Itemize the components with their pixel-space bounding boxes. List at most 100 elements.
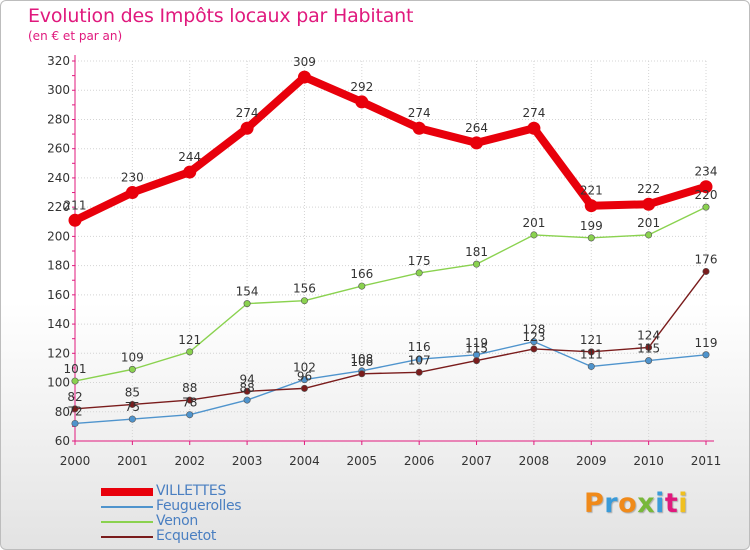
x-tick-label: 2002 <box>174 454 205 468</box>
legend-label: VILLETTES <box>156 483 227 499</box>
y-tick-label: 120 <box>47 346 70 360</box>
data-point <box>128 365 136 373</box>
data-point <box>183 165 197 179</box>
data-point <box>587 348 595 356</box>
data-point <box>702 267 710 275</box>
data-label: 199 <box>580 219 603 233</box>
data-point <box>186 348 194 356</box>
data-label: 121 <box>580 333 603 347</box>
data-label: 102 <box>293 361 316 375</box>
legend-item: VILLETTES <box>101 484 361 499</box>
data-label: 156 <box>293 282 316 296</box>
x-tick-label: 2008 <box>519 454 550 468</box>
legend-label: Feuguerolles <box>156 498 242 514</box>
data-label: 94 <box>239 372 254 386</box>
series-line-feuguerolles <box>74 340 707 425</box>
data-point <box>470 136 484 150</box>
data-point <box>645 343 653 351</box>
y-tick-label: 80 <box>55 405 70 419</box>
logo-letter: r <box>604 488 619 519</box>
data-point <box>527 121 541 135</box>
data-label: 96 <box>297 369 312 383</box>
data-point <box>412 121 426 135</box>
data-point <box>355 95 369 109</box>
data-point <box>702 351 710 359</box>
data-label: 264 <box>465 121 488 135</box>
legend-label: Ecquetot <box>156 528 217 544</box>
data-label: 220 <box>695 188 718 202</box>
x-tick-label: 2000 <box>60 454 91 468</box>
data-label: 72 <box>67 404 82 418</box>
data-point <box>128 400 136 408</box>
x-tick-label: 2010 <box>633 454 664 468</box>
data-label: 309 <box>293 55 316 69</box>
data-label: 88 <box>182 381 197 395</box>
data-label: 154 <box>236 285 259 299</box>
data-point <box>71 405 79 413</box>
data-point <box>71 377 79 385</box>
data-point <box>415 269 423 277</box>
data-point <box>530 231 538 239</box>
data-point <box>473 260 481 268</box>
x-tick-label: 2004 <box>289 454 320 468</box>
data-point <box>300 297 308 305</box>
data-label: 234 <box>695 165 718 179</box>
chart-legend: VILLETTES Feuguerolles Venon Ecquetot <box>101 484 361 544</box>
data-point <box>243 387 251 395</box>
data-label: 121 <box>178 333 201 347</box>
logo-letter: o <box>618 488 638 519</box>
data-label: 274 <box>236 106 259 120</box>
data-label: 119 <box>695 336 718 350</box>
data-label: 106 <box>350 355 373 369</box>
data-label: 176 <box>695 252 718 266</box>
legend-swatch <box>101 521 153 523</box>
data-label: 75 <box>125 400 140 414</box>
data-label: 201 <box>637 216 660 230</box>
data-point <box>530 338 538 346</box>
data-label: 108 <box>350 352 373 366</box>
data-point <box>71 419 79 427</box>
data-label: 119 <box>465 336 488 350</box>
data-point <box>240 121 254 135</box>
logo-letter: t <box>664 488 679 519</box>
y-tick-label: 240 <box>47 171 70 185</box>
data-point <box>243 396 251 404</box>
logo-letter: i <box>655 488 665 519</box>
data-point <box>587 362 595 370</box>
data-label: 78 <box>182 396 197 410</box>
data-label: 111 <box>580 347 603 361</box>
data-label: 292 <box>350 80 373 94</box>
data-label: 115 <box>465 342 488 356</box>
legend-label: Venon <box>156 513 198 529</box>
legend-swatch <box>101 488 153 496</box>
data-label: 128 <box>522 323 545 337</box>
data-point <box>415 368 423 376</box>
data-point <box>530 345 538 353</box>
x-tick-label: 2006 <box>404 454 435 468</box>
data-label: 274 <box>522 106 545 120</box>
data-label: 115 <box>637 342 660 356</box>
data-label: 82 <box>67 390 82 404</box>
y-tick-label: 100 <box>47 376 70 390</box>
data-point <box>415 355 423 363</box>
logo-letter: i <box>678 488 689 519</box>
legend-item: Feuguerolles <box>101 499 361 514</box>
y-tick-label: 260 <box>47 142 70 156</box>
data-point <box>587 234 595 242</box>
x-tick-label: 2007 <box>461 454 492 468</box>
data-point <box>243 300 251 308</box>
data-label: 109 <box>121 350 144 364</box>
data-label: 116 <box>408 340 431 354</box>
data-point <box>645 357 653 365</box>
chart-subtitle: (en € et par an) <box>28 29 123 43</box>
data-point <box>186 396 194 404</box>
y-tick-label: 200 <box>47 229 70 243</box>
data-point <box>699 180 713 194</box>
data-label: 201 <box>522 216 545 230</box>
data-point <box>702 203 710 211</box>
data-label: 181 <box>465 245 488 259</box>
logo-letter: x <box>637 488 656 519</box>
data-label: 211 <box>64 198 87 212</box>
